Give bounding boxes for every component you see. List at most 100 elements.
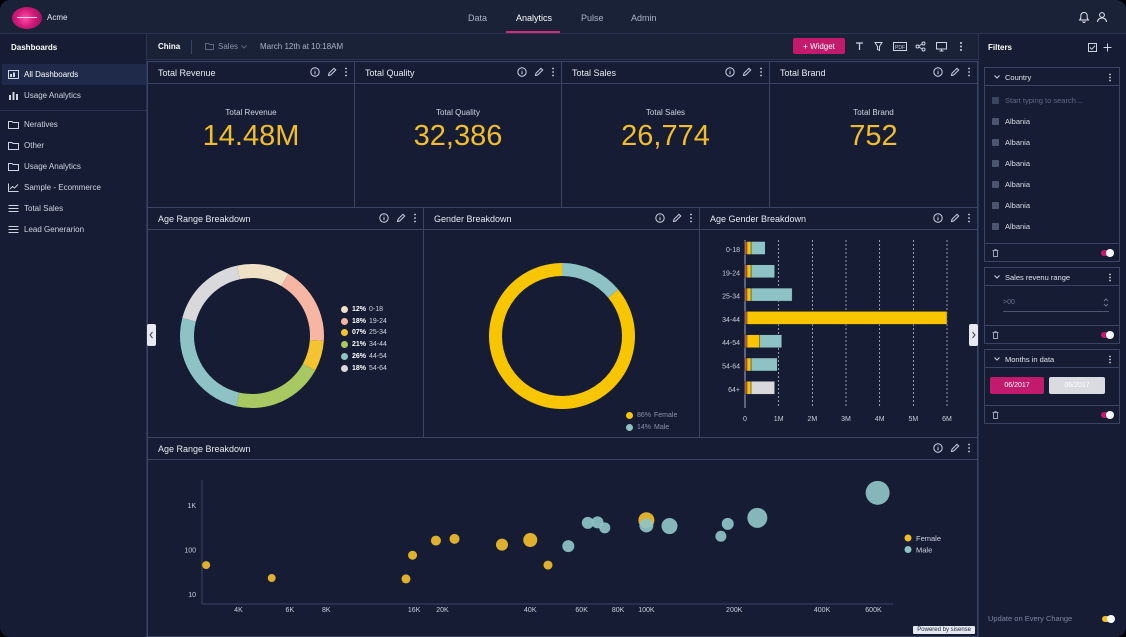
- bar-segment-female[interactable]: [746, 287, 752, 302]
- donut-slice-44-54[interactable]: [180, 318, 240, 407]
- more-options-icon[interactable]: [344, 67, 348, 77]
- edit-icon[interactable]: [742, 67, 752, 77]
- scatter-point-female[interactable]: [449, 533, 460, 544]
- sidebar-item-usage-analytics-folder[interactable]: Usage Analytics: [2, 156, 146, 177]
- scatter-point-male[interactable]: [721, 517, 734, 530]
- bar-segment-female[interactable]: [746, 357, 752, 372]
- scatter-point-male[interactable]: [599, 522, 611, 534]
- donut-slice-Male[interactable]: [562, 263, 619, 298]
- sidebar-item-lead-generation[interactable]: Lead Generarion: [2, 219, 146, 240]
- bar-segment-male[interactable]: [750, 241, 766, 255]
- scatter-point-male[interactable]: [581, 516, 594, 529]
- country-option[interactable]: Albania: [1005, 117, 1031, 126]
- legend-item[interactable]: 86% Female: [626, 412, 677, 419]
- info-icon[interactable]: [933, 213, 943, 223]
- share-icon[interactable]: [915, 41, 926, 52]
- more-options-icon[interactable]: [1108, 355, 1112, 364]
- sales-range-input[interactable]: >00: [1003, 294, 1109, 312]
- info-icon[interactable]: [933, 67, 943, 77]
- select-all-checkbox[interactable]: [992, 97, 999, 104]
- bar-segment-male[interactable]: [759, 334, 782, 348]
- location-label[interactable]: China: [158, 42, 181, 51]
- chevron-down-icon[interactable]: [993, 273, 1001, 281]
- scatter-point-female[interactable]: [430, 535, 441, 546]
- edit-filters-icon[interactable]: [1088, 43, 1097, 52]
- chevron-down-icon[interactable]: [993, 73, 1001, 81]
- info-icon[interactable]: [379, 213, 389, 223]
- nav-tab-analytics[interactable]: Analytics: [516, 13, 553, 23]
- bar-segment-segment-a[interactable]: [744, 241, 748, 255]
- sales-range-filter-header[interactable]: Sales revenu range: [985, 268, 1119, 286]
- more-options-icon[interactable]: [1108, 73, 1112, 82]
- country-option[interactable]: Albania: [1005, 180, 1031, 189]
- info-icon[interactable]: [655, 213, 665, 223]
- more-options-icon[interactable]: [689, 213, 693, 223]
- more-options-icon[interactable]: [958, 41, 964, 52]
- donut-slice-19-24[interactable]: [281, 273, 324, 341]
- scatter-point-female[interactable]: [495, 538, 508, 551]
- legend-item[interactable]: 07% 25-34: [341, 329, 387, 337]
- stepper-icon[interactable]: [1103, 297, 1109, 308]
- edit-icon[interactable]: [327, 67, 337, 77]
- pdf-icon[interactable]: PDF: [893, 41, 907, 52]
- legend-item[interactable]: 18% 19-24: [341, 317, 387, 325]
- chevron-down-icon[interactable]: [241, 45, 247, 49]
- country-filter-header[interactable]: Country: [985, 68, 1119, 86]
- sidebar-item-other[interactable]: Other: [2, 135, 146, 156]
- scatter-point-male[interactable]: [639, 518, 654, 533]
- nav-tab-admin[interactable]: Admin: [631, 13, 657, 23]
- edit-icon[interactable]: [950, 213, 960, 223]
- bar-segment-female[interactable]: [746, 381, 752, 395]
- user-icon[interactable]: [1096, 11, 1108, 23]
- bar-segment-female[interactable]: [746, 311, 948, 325]
- country-filter-toggle[interactable]: [1101, 249, 1114, 257]
- more-options-icon[interactable]: [967, 67, 971, 77]
- scatter-point-female[interactable]: [408, 550, 418, 560]
- donut-slice-54-64[interactable]: [182, 265, 240, 322]
- country-checkbox[interactable]: [992, 202, 999, 209]
- add-filter-icon[interactable]: [1103, 43, 1112, 52]
- chevron-down-icon[interactable]: [993, 355, 1001, 363]
- donut-slice-34-44[interactable]: [236, 363, 316, 408]
- legend-item[interactable]: 18% 54-64: [341, 364, 387, 372]
- country-option[interactable]: Albania: [1005, 201, 1031, 210]
- bar-segment-male[interactable]: [750, 357, 778, 372]
- more-options-icon[interactable]: [1108, 273, 1112, 282]
- scatter-point-male[interactable]: [562, 540, 575, 553]
- bar-segment-other[interactable]: [750, 381, 775, 395]
- legend-item[interactable]: 26% 44-54: [341, 352, 387, 360]
- sidebar-item-usage-analytics[interactable]: Usage Analytics: [2, 85, 146, 106]
- sidebar-item-sample-ecommerce[interactable]: Sample - Ecommerce: [2, 177, 146, 198]
- scatter-point-female[interactable]: [543, 560, 553, 570]
- sales-range-toggle[interactable]: [1101, 331, 1114, 339]
- scatter-point-male[interactable]: [715, 530, 727, 542]
- info-icon[interactable]: [310, 67, 320, 77]
- bar-segment-segment-a[interactable]: [744, 311, 748, 325]
- month-to-chip[interactable]: 06/2017: [1049, 377, 1105, 394]
- more-options-icon[interactable]: [551, 67, 555, 77]
- more-options-icon[interactable]: [967, 443, 971, 453]
- sidebar-item-all-dashboards[interactable]: All Dashboards: [2, 64, 146, 85]
- legend-item[interactable]: 21% 34-44: [341, 341, 387, 349]
- country-checkbox[interactable]: [992, 139, 999, 146]
- country-checkbox[interactable]: [992, 223, 999, 230]
- nav-tab-data[interactable]: Data: [468, 13, 488, 23]
- month-from-chip[interactable]: 06/2017: [990, 377, 1044, 394]
- info-icon[interactable]: [517, 67, 527, 77]
- bar-segment-male[interactable]: [750, 264, 775, 278]
- scatter-point-male[interactable]: [661, 518, 678, 535]
- trash-icon[interactable]: [992, 411, 999, 419]
- more-options-icon[interactable]: [967, 213, 971, 223]
- bar-segment-segment-a[interactable]: [744, 264, 748, 278]
- sidebar-item-neratives[interactable]: Neratives: [2, 114, 146, 135]
- info-icon[interactable]: [725, 67, 735, 77]
- donut-slice-25-34[interactable]: [302, 339, 324, 371]
- text-icon[interactable]: [854, 41, 865, 52]
- country-checkbox[interactable]: [992, 118, 999, 125]
- bar-segment-female[interactable]: [746, 241, 752, 255]
- country-search-input[interactable]: Start typing to search...: [1005, 96, 1083, 105]
- bar-segment-male[interactable]: [750, 287, 793, 302]
- scatter-point-female[interactable]: [523, 532, 538, 547]
- edit-icon[interactable]: [950, 443, 960, 453]
- edit-icon[interactable]: [534, 67, 544, 77]
